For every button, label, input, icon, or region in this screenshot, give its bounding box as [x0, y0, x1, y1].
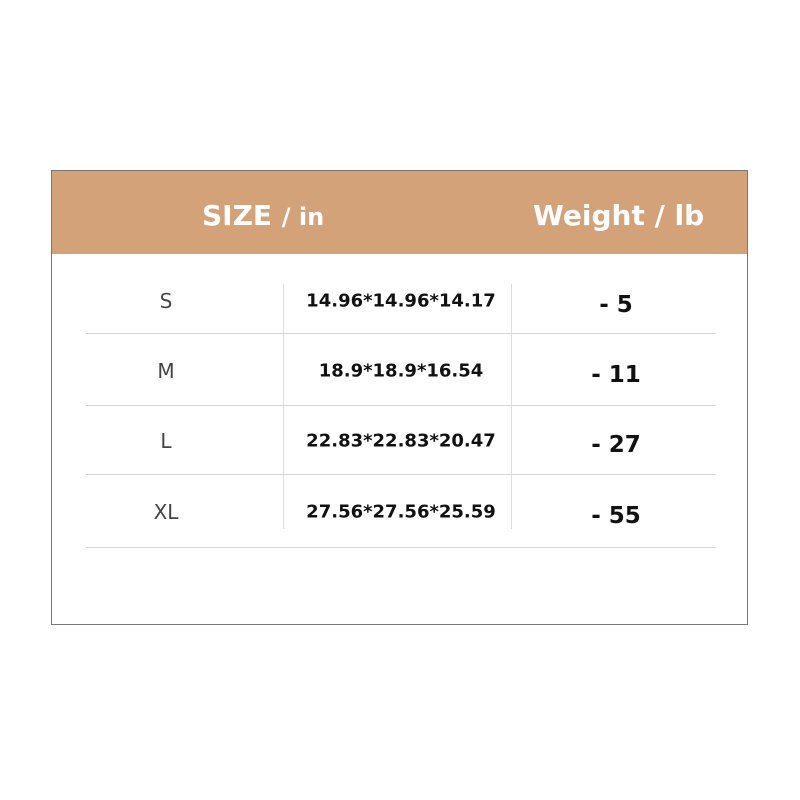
- row-divider: [86, 333, 716, 334]
- dimensions-cell: 18.9*18.9*16.54: [318, 360, 484, 382]
- row-divider: [86, 547, 716, 548]
- size-header-label: SIZE: [202, 199, 273, 232]
- table-header: SIZE / in Weight / lb: [52, 171, 747, 254]
- dimensions-cell: 14.96*14.96*14.17: [306, 290, 496, 312]
- size-chart-table: SIZE / in Weight / lb S 14.96*14.96*14.17…: [51, 170, 748, 625]
- row-divider: [86, 405, 716, 406]
- weight-cell: - 11: [591, 362, 641, 388]
- dimensions-cell: 22.83*22.83*20.47: [306, 430, 496, 452]
- size-column-header: SIZE / in: [202, 199, 324, 232]
- size-cell: L: [160, 429, 172, 453]
- column-divider: [283, 284, 284, 529]
- weight-cell: - 55: [591, 503, 641, 529]
- weight-cell: - 5: [599, 292, 633, 318]
- dimensions-cell: 27.56*27.56*25.59: [306, 501, 496, 523]
- weight-column-header: Weight / lb: [533, 199, 705, 232]
- size-cell: XL: [153, 500, 179, 524]
- size-cell: S: [159, 289, 173, 313]
- weight-cell: - 27: [591, 432, 641, 458]
- size-cell: M: [157, 359, 175, 383]
- column-divider: [511, 284, 512, 529]
- row-divider: [86, 474, 716, 475]
- size-header-unit: / in: [281, 203, 325, 231]
